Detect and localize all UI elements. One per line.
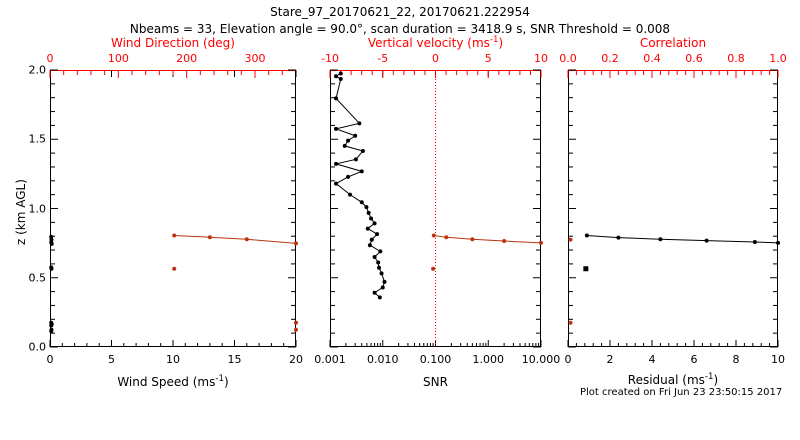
x-tick-label: 4 <box>648 353 656 366</box>
x-tick-label: 0 <box>46 353 54 366</box>
creation-timestamp: Plot created on Fri Jun 23 23:50:15 2017 <box>580 387 783 398</box>
x-axis-title-wind-speed-base: Wind Speed (ms <box>117 375 216 389</box>
x-axis-title-residual-tail: ) <box>713 373 719 387</box>
series-layer-left <box>49 69 298 348</box>
x-tick-label: 2 <box>606 353 614 366</box>
page-title: Stare_97_20170621_22, 20170621.222954 <box>270 5 530 19</box>
y-tick-label: 1.0 <box>28 202 47 215</box>
x-axis-title-residual-exp: -1 <box>704 372 714 382</box>
top-x-tick-label: 100 <box>107 52 129 65</box>
x-tick-label: 1.000 <box>472 353 505 366</box>
y-tick-label: 0.5 <box>28 271 47 285</box>
series-layer-middle <box>329 69 543 348</box>
y-tick-label: 1.5 <box>28 132 47 146</box>
series-layer-right <box>567 69 780 348</box>
panel-correlation: Correlation 0 2 4 6 8 10 0.0 0.2 0.4 0.6 0.8 1.0 <box>559 36 787 366</box>
x-tick-label: 15 <box>227 353 242 366</box>
y-axis-title: z (km AGL) <box>14 179 28 245</box>
x-tick-label: 0.010 <box>367 353 399 366</box>
top-axis-title-vertical-velocity-tail: ) <box>498 36 504 50</box>
x-axis-title-wind-speed: Wind Speed (ms-1) <box>50 375 296 440</box>
x-tick-label: 10 <box>771 353 785 366</box>
top-x-tick-label: 0.0 <box>559 52 577 65</box>
panel-wind: Wind Direction (deg) 0 5 10 15 20 0 100 200 300 0… <box>29 36 304 366</box>
top-x-tick-label: 0.2 <box>601 52 619 65</box>
plot-frame-left <box>50 70 296 347</box>
top-x-tick-label: -5 <box>377 52 389 65</box>
x-tick-label: 0.001 <box>314 353 346 366</box>
top-axis-title-wind-direction: Wind Direction (deg) <box>111 36 235 50</box>
top-x-tick-label: 0.4 <box>643 52 661 65</box>
top-x-tick-label: 0 <box>432 52 439 65</box>
x-tick-label: 20 <box>289 353 303 366</box>
x-axis-title-wind-speed-tail: ) <box>223 375 229 389</box>
top-x-tick-label: 0.6 <box>685 52 703 65</box>
top-axis-title-vertical-velocity-base: Vertical velocity (ms <box>367 36 490 50</box>
top-axis-title-vertical-velocity-exp: -1 <box>489 35 499 45</box>
figure-canvas: Stare_97_20170621_22, 20170621.222954 Nb… <box>14 5 787 398</box>
x-tick-label: 10.000 <box>521 353 561 366</box>
top-x-tick-label: 1.0 <box>769 52 787 65</box>
x-tick-label: 0 <box>564 353 572 366</box>
x-axis-title-residual-base: Residual (ms <box>627 373 705 387</box>
x-axis-title-residual: Residual (ms-1) <box>568 373 778 440</box>
x-axis-title-snr: SNR <box>423 375 448 389</box>
page-subtitle: Nbeams = 33, Elevation angle = 90.0°, sc… <box>129 22 671 36</box>
x-tick-label: 0.100 <box>419 353 452 366</box>
x-tick-label: 6 <box>690 353 698 366</box>
top-x-tick-label: 200 <box>176 52 198 65</box>
top-x-tick-label: -10 <box>321 52 339 65</box>
top-x-tick-label: 0 <box>46 52 54 65</box>
x-tick-label: 5 <box>108 353 115 366</box>
top-x-tick-label: 300 <box>244 52 266 65</box>
x-tick-label: 8 <box>732 353 740 366</box>
top-x-tick-label: 10 <box>534 52 548 65</box>
top-axis-title-vertical-velocity: Vertical velocity (ms-1) <box>330 36 541 50</box>
top-x-tick-label: 0.8 <box>727 52 745 65</box>
y-tick-label: 0.0 <box>28 340 47 354</box>
x-axis-title-wind-speed-exp: -1 <box>215 374 224 384</box>
top-x-tick-label: 5 <box>484 52 492 65</box>
top-axis-title-correlation: Correlation <box>639 36 707 50</box>
y-tick-label: 2.0 <box>28 63 47 77</box>
panel-snr: Vertical velocity (ms-1) 0.001 0.010 0.100… <box>314 36 560 366</box>
x-tick-label: 10 <box>166 353 180 366</box>
